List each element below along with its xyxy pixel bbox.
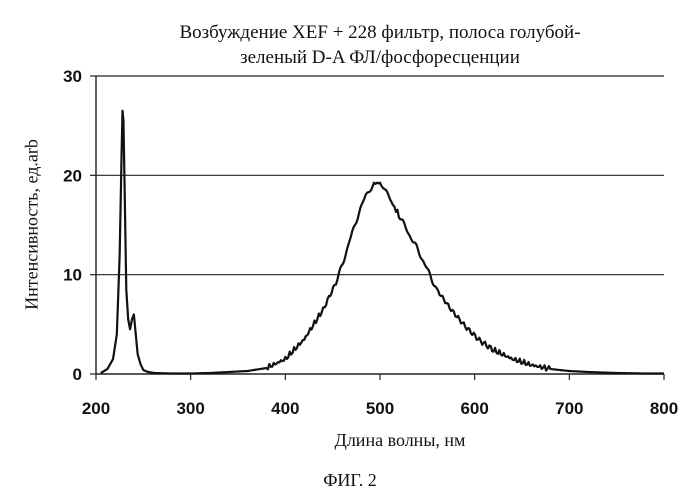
series-line-0 <box>100 109 664 375</box>
axes <box>90 75 665 380</box>
x-tick-label-300: 300 <box>176 399 204 418</box>
x-tick-label-400: 400 <box>271 399 299 418</box>
x-tick-label-800: 800 <box>650 399 678 418</box>
chart-title-line2: зеленый D-A ФЛ/фосфоресценции <box>240 47 520 68</box>
x-tick-label-700: 700 <box>555 399 583 418</box>
chart-title: Возбуждение XEF + 228 фильтр, полоса гол… <box>90 20 670 70</box>
y-tick-label-0: 0 <box>73 365 82 384</box>
y-tick-label-30: 30 <box>63 67 82 86</box>
x-tick-label-500: 500 <box>366 399 394 418</box>
y-axis-label: Интенсивность, ед.arb <box>21 139 42 310</box>
x-tick-label-600: 600 <box>460 399 488 418</box>
x-axis-label: Длина волны, нм <box>334 430 466 450</box>
chart-title-line1: Возбуждение XEF + 228 фильтр, полоса гол… <box>179 22 581 43</box>
tick-labels: 0 10 20 30 200 300 400 500 600 700 800 <box>63 67 678 418</box>
figure-caption: ФИГ. 2 <box>323 470 377 490</box>
y-tick-label-20: 20 <box>63 166 82 185</box>
y-tick-label-10: 10 <box>63 266 82 285</box>
grid-lines <box>96 75 664 276</box>
series-group <box>100 109 664 375</box>
x-tick-label-200: 200 <box>82 399 110 418</box>
